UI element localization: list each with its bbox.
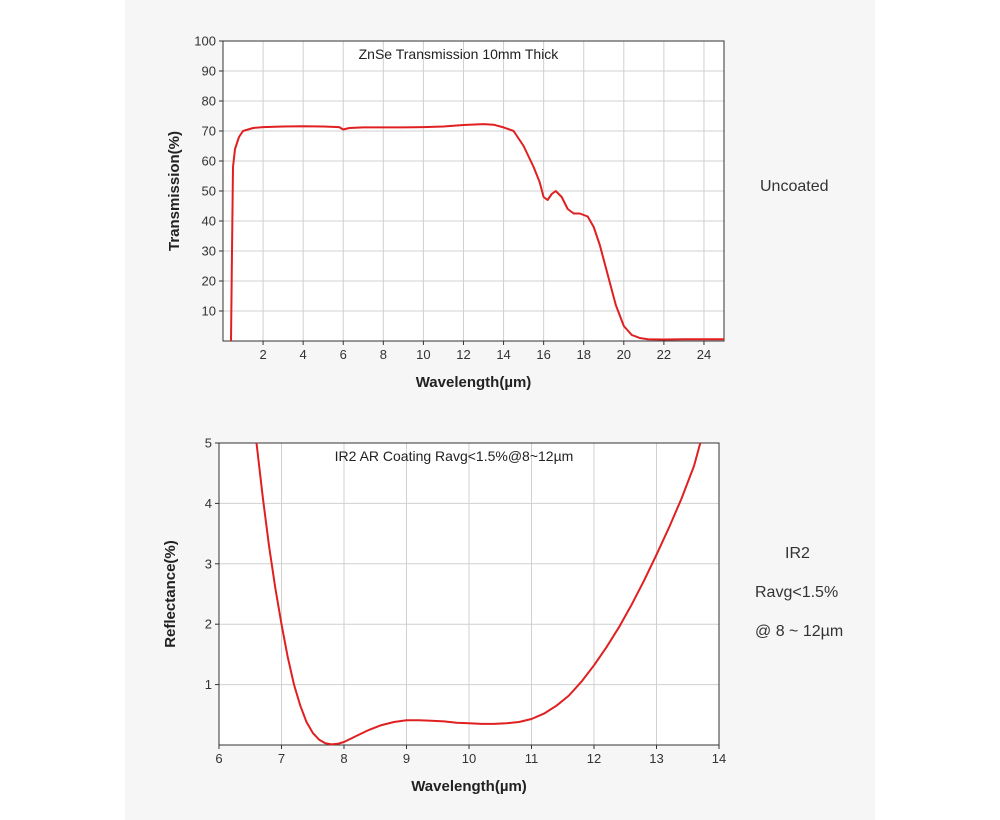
x-tick-label: 11: [525, 751, 539, 766]
x-tick-label: 18: [576, 347, 590, 362]
x-tick-label: 14: [496, 347, 510, 362]
chart-1: 2 4 6 8 10 12 14 16 18 20 22 2410203040506070809010…: [166, 34, 725, 391]
x-tick-label: 7: [278, 751, 285, 766]
y-tick-label: 40: [202, 214, 216, 229]
y-tick-label: 20: [202, 274, 216, 289]
y-tick-label: 5: [205, 436, 212, 451]
x-tick-label: 8: [340, 751, 347, 766]
x-tick-label: 20: [617, 347, 631, 362]
x-tick-label: 9: [403, 751, 410, 766]
y-tick-label: 4: [205, 496, 212, 511]
y-tick-label: 30: [202, 244, 216, 259]
x-tick-label: 12: [587, 751, 601, 766]
x-tick-label: 22: [657, 347, 671, 362]
y-axis-label: Reflectance(%): [162, 540, 179, 648]
x-tick-label: 14: [712, 751, 726, 766]
y-tick-label: 80: [202, 94, 216, 109]
x-axis-label: Wavelength(µm): [411, 778, 527, 795]
y-tick-label: 3: [205, 556, 212, 571]
x-tick-label: 6: [340, 347, 347, 362]
plot-frame: [222, 40, 725, 342]
x-tick-label: 2: [259, 347, 266, 362]
y-tick-label: 90: [202, 64, 216, 79]
side-note-ravg: Ravg<1.5%: [755, 584, 839, 601]
x-tick-label: 4: [300, 347, 307, 362]
y-tick-label: 1: [205, 677, 212, 692]
x-tick-label: 8: [380, 347, 387, 362]
y-tick-label: 50: [202, 184, 216, 199]
x-tick-label: 13: [649, 751, 663, 766]
y-tick-label: 60: [202, 154, 216, 169]
x-tick-label: 10: [462, 751, 476, 766]
x-tick-label: 24: [697, 347, 711, 362]
series-line-1: [255, 442, 702, 746]
x-axis-label: Wavelength(µm): [416, 374, 532, 391]
side-note-wavelength-range: @ 8 ~ 12µm: [755, 623, 844, 640]
x-tick-label: 6: [215, 751, 222, 766]
x-tick-label: 12: [456, 347, 470, 362]
x-tick-label: 10: [416, 347, 430, 362]
chart-title: IR2 AR Coating Ravg<1.5%@8~12µm: [335, 448, 574, 464]
side-note-uncoated: Uncoated: [760, 178, 829, 195]
plot-frame: [218, 442, 720, 746]
x-tick-label: 16: [536, 347, 550, 362]
series-line-1: [230, 123, 724, 342]
side-note-coating-name: IR2: [785, 545, 810, 562]
y-tick-label: 70: [202, 124, 216, 139]
y-axis-label: Transmission(%): [166, 131, 183, 251]
chart-title: ZnSe Transmission 10mm Thick: [359, 46, 560, 62]
y-tick-label: 10: [202, 304, 216, 319]
y-tick-label: 100: [194, 34, 216, 49]
y-tick-label: 2: [205, 617, 212, 632]
